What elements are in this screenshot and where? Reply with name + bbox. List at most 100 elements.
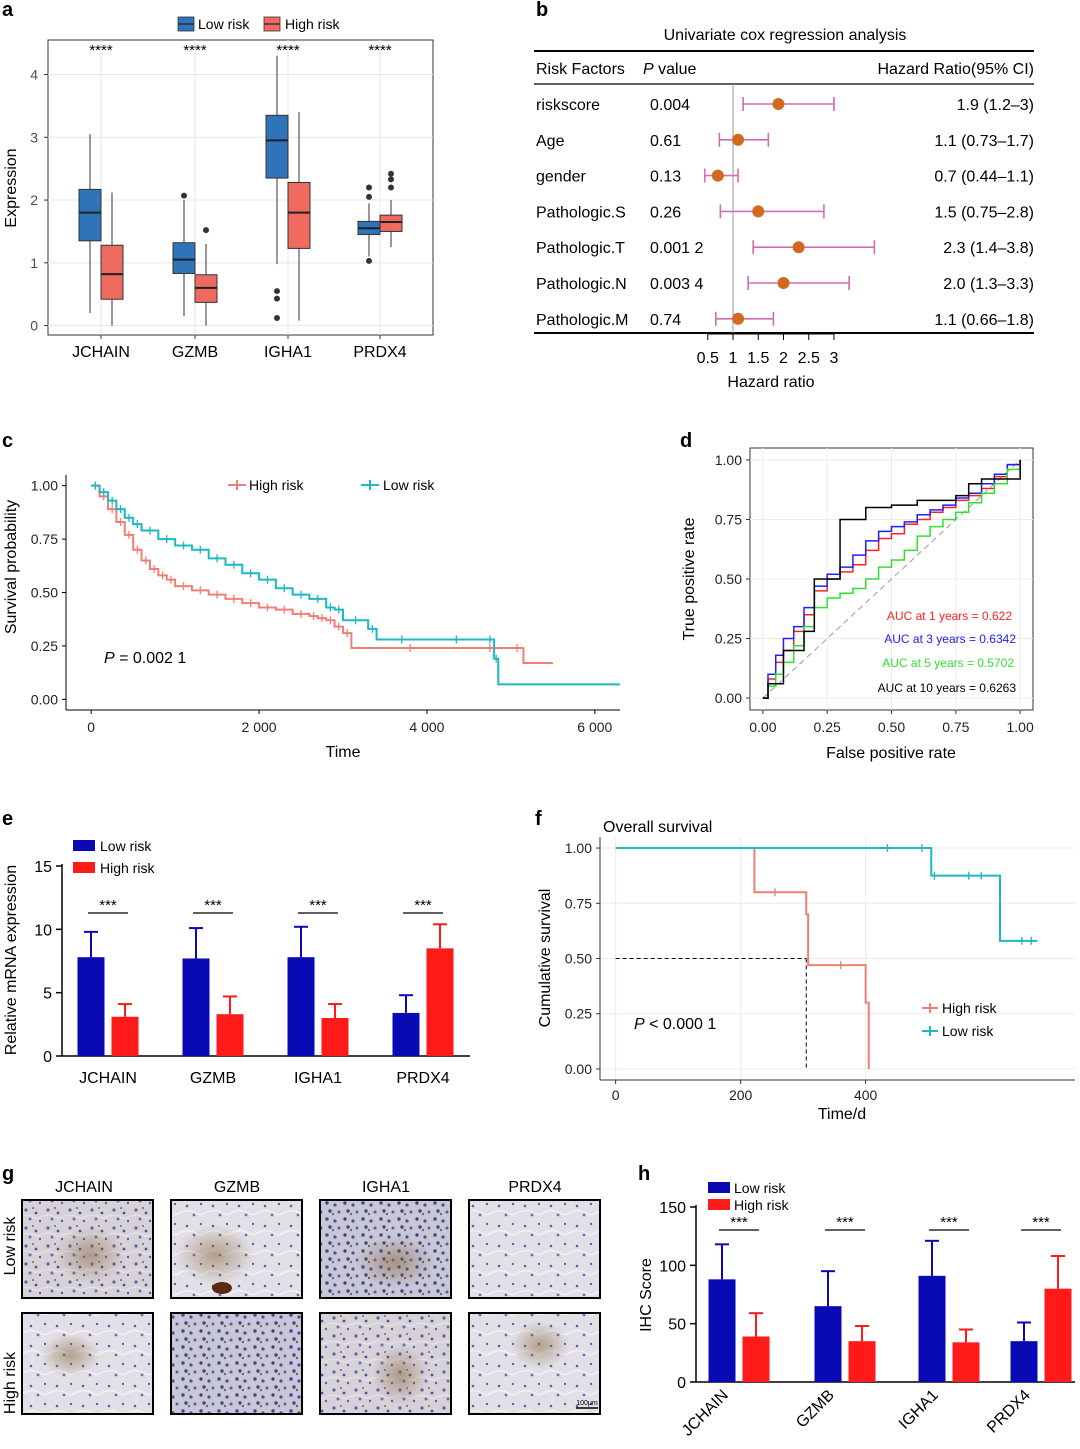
bar-e (426, 948, 454, 1056)
forest-x-tick: 1.5 (747, 350, 769, 367)
legend-swatch-low-e (73, 840, 95, 851)
forest-point (711, 169, 724, 182)
box-a (265, 114, 289, 179)
bar-e (392, 1012, 420, 1056)
x-tick-f: 200 (729, 1087, 753, 1103)
x-axis-title-f: Time/d (818, 1106, 866, 1123)
p-value-f: P < 0.000 1 (634, 1016, 716, 1033)
legend-swatch-high-e (73, 862, 95, 873)
bar-h (1044, 1288, 1072, 1382)
panel-label-f: f (535, 808, 542, 830)
y-tick-h: 100 (659, 1258, 686, 1275)
ihc-image-low-igha1 (319, 1199, 452, 1299)
outlier-a (388, 176, 394, 183)
forest-factor: riskscore (536, 97, 600, 114)
y-tick-a: 0 (30, 318, 38, 334)
outlier-a (388, 184, 394, 191)
ihc-frame-high-gzmb (170, 1312, 303, 1415)
forest-factor: Age (536, 133, 565, 150)
forest-pvalue: 0.004 (650, 97, 690, 114)
forest-factor: Pathologic.N (536, 276, 627, 293)
ihc-row-high: High risk (2, 1351, 19, 1414)
ihc-stain-low-gzmb (175, 1225, 255, 1285)
forest-x-tick: 0.5 (697, 350, 719, 367)
y-tick-c: 0.25 (31, 638, 58, 654)
ihc-image-high-prdx4: 100μm (468, 1312, 601, 1415)
ihc-tissue-high-gzmb (171, 1313, 302, 1414)
boxes-a (78, 55, 403, 326)
km-plot-f: 0.00 0.25 0.50 0.75 1.00 0 200 400 (565, 837, 1075, 1103)
forest-x-axis: 0.5 1 1.5 2 2.5 3 (697, 333, 839, 367)
box-a (379, 214, 403, 232)
ihc-image-high-jchain (21, 1312, 154, 1415)
roc-diagonal (762, 459, 1021, 699)
significance-mark-e: *** (309, 897, 327, 914)
y-axis-title-e: Relative mRNA expression (3, 865, 20, 1055)
significance-mark-a: **** (276, 42, 300, 59)
ihc-tissue-low-prdx4 (469, 1200, 600, 1298)
forest-title: Univariate cox regression analysis (664, 27, 907, 44)
x-tick-c: 6 000 (577, 719, 612, 735)
bar-e (287, 957, 315, 1056)
legend-high-e: High risk (100, 860, 155, 876)
y-tick-d: 0.75 (715, 511, 742, 527)
bar-plot-e: 0 5 10 15 *** *** *** *** JCHAIN GZMB IGHA1 PRDX4 (34, 859, 470, 1087)
y-tick-a: 2 (30, 192, 38, 208)
x-tick-d: 1.00 (1007, 719, 1034, 735)
bar-h (918, 1275, 946, 1382)
x-tick-a: GZMB (172, 344, 218, 361)
forest-header-p-rest: value (654, 61, 697, 78)
y-axis-title-f: Cumulative survival (537, 889, 554, 1028)
y-tick-f: 0.50 (565, 951, 592, 967)
p-value-c-label: P (104, 650, 115, 667)
significance-mark-h: *** (940, 1214, 958, 1231)
roc-curve (762, 459, 1021, 699)
forest-point (777, 277, 790, 289)
ihc-col-jchain: JCHAIN (55, 1179, 113, 1196)
x-tick-d: 0.50 (878, 719, 905, 735)
outlier-a (181, 192, 187, 199)
forest-point (792, 241, 805, 254)
forest-rows: riskscore 0.004 1.9 (1.2–3) Age 0.61 1.1 (0.7… (536, 97, 1034, 329)
y-tick-f: 0.25 (565, 1006, 592, 1022)
ihc-row-low: Low risk (2, 1216, 19, 1276)
significance-mark-a: **** (183, 42, 207, 59)
significance-mark-a: **** (368, 42, 392, 59)
outlier-a (366, 184, 372, 191)
forest-point (772, 98, 785, 110)
ihc-col-prdx4: PRDX4 (508, 1179, 561, 1196)
forest-x-tick: 2.5 (798, 350, 820, 367)
ihc-frame-high-igha1 (319, 1312, 452, 1415)
forest-point (752, 205, 765, 218)
legend-a: Low risk High risk (177, 16, 340, 32)
outlier-a (274, 288, 280, 295)
x-tick-h: IGHA1 (896, 1387, 942, 1433)
x-tick-h: PRDX4 (984, 1387, 1034, 1437)
panel-label-h: h (638, 1163, 650, 1185)
ihc-frame-low-igha1 (319, 1199, 452, 1299)
scale-bar-label: 100μm (576, 1400, 598, 1407)
x-tick-c: 4 000 (409, 719, 444, 735)
ihc-image-high-gzmb (170, 1312, 303, 1415)
x-axis-title-d: False positive rate (826, 745, 956, 762)
forest-hr-text: 1.5 (0.75–2.8) (934, 204, 1034, 221)
legend-e: Low risk High risk (73, 838, 155, 876)
y-tick-e: 0 (43, 1049, 52, 1066)
forest-hr-text: 1.1 (0.73–1.7) (934, 133, 1034, 150)
ihc-stain-high-jchain (40, 1333, 100, 1377)
forest-x-tick: 3 (830, 350, 839, 367)
outlier-a (366, 193, 372, 200)
x-tick-e: PRDX4 (396, 1070, 449, 1087)
panel-d-roc: 0.00 0.00 0.25 0.25 0.50 0.50 0.75 0.75 1.00 1.00… (681, 447, 1034, 762)
y-ticks-a: 0 1 2 3 4 (30, 67, 48, 334)
km-curve-c (91, 484, 553, 664)
ihc-stain-high-igha1 (372, 1345, 428, 1405)
outlier-a (274, 295, 280, 302)
bar-h (848, 1341, 876, 1382)
auc-label-5y: AUC at 5 years = 0.5702 (882, 656, 1014, 670)
significance-a: **** **** **** **** (89, 42, 392, 59)
x-tick-h: JCHAIN (679, 1387, 732, 1440)
y-tick-h: 50 (668, 1317, 686, 1334)
forest-pvalue: 0.74 (650, 312, 681, 329)
